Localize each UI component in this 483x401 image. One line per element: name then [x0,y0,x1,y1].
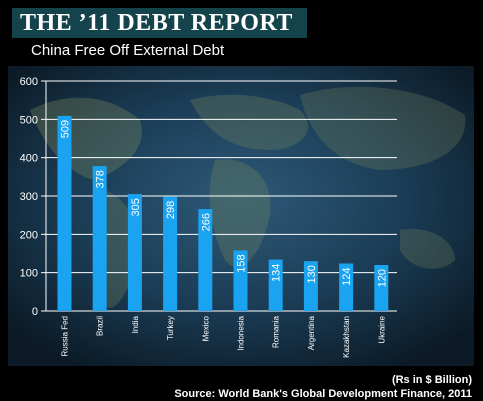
bar [163,196,178,311]
x-tick-label: Turkey [166,316,175,340]
x-tick-label: India [131,315,140,333]
x-tick-label: Mexico [201,315,210,341]
x-tick-label: Brazil [96,316,105,336]
chart-title: THE ’11 DEBT REPORT [20,10,293,36]
source-note: Source: World Bank's Global Development … [174,388,472,400]
y-tick-label: 600 [20,76,38,88]
x-tick-label: Kazakhstan [342,316,351,358]
y-tick-label: 200 [20,229,38,241]
data-label: 120 [376,269,388,287]
bar [198,209,213,311]
data-label: 509 [60,120,72,138]
bar [233,250,248,311]
data-label: 158 [236,254,248,272]
y-tick-label: 300 [20,191,38,203]
data-label: 266 [200,213,212,231]
bar [339,263,354,311]
y-tick-label: 500 [20,114,38,126]
bar [57,115,72,311]
bar [303,261,318,311]
data-label: 130 [306,265,318,283]
data-label: 378 [95,170,107,188]
data-label: 305 [130,198,142,216]
axes [41,80,397,312]
x-tick-label: Ukraine [377,315,386,343]
data-label: 124 [341,267,353,285]
chart-subtitle: China Free Off External Debt [31,42,225,59]
title-band: THE ’11 DEBT REPORT [12,8,307,38]
labels: 0 100 200 300 400 500 600 509 Russia Fed 378 Brazi… [20,76,389,358]
y-tick-label: 0 [32,306,38,318]
y-tick-label: 400 [20,153,38,165]
bar [92,166,107,311]
bar [268,259,283,311]
data-label: 134 [271,264,283,282]
x-tick-label: Indonesia [237,315,246,350]
bar [374,265,389,311]
data-label: 298 [165,201,177,219]
x-tick-label: Russia Fed [61,316,70,356]
unit-note: (Rs in $ Billion) [391,374,472,386]
bars [57,115,389,311]
y-tick-label: 100 [20,268,38,280]
bar [127,194,142,311]
x-tick-label: Argentina [307,315,316,350]
x-tick-label: Romania [272,315,281,348]
